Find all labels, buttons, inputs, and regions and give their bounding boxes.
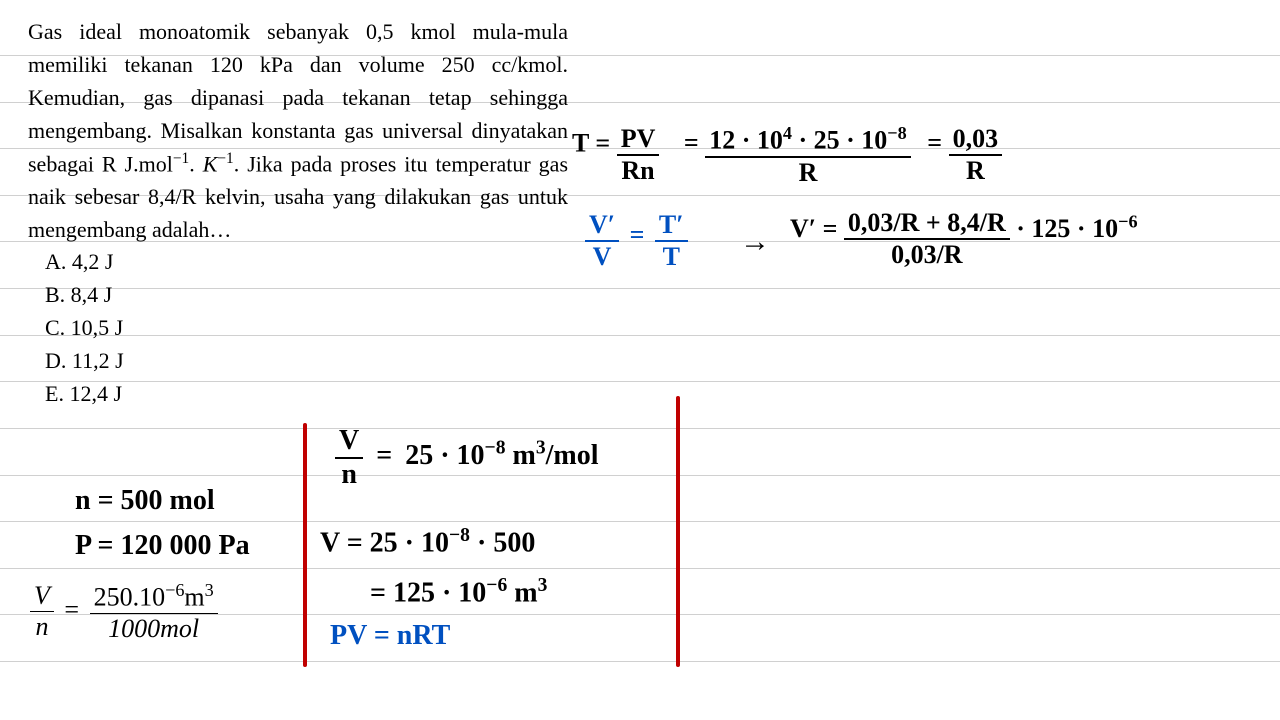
red-bars: [0, 0, 1280, 720]
